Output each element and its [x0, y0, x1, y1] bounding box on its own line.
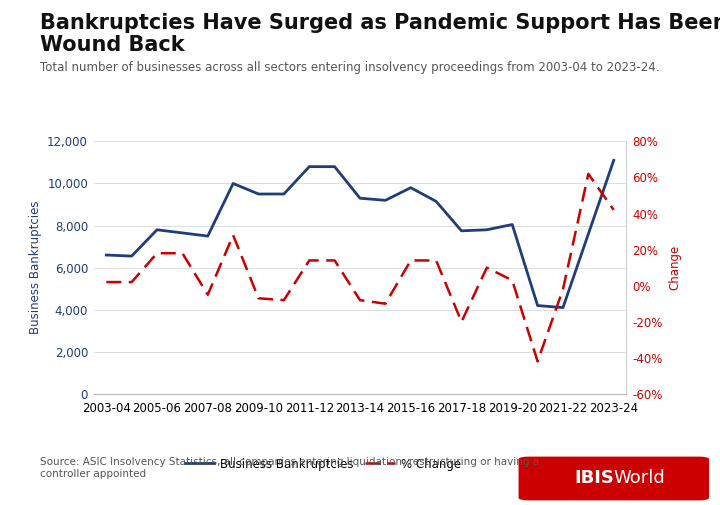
Text: Wound Back: Wound Back [40, 35, 184, 56]
Text: Total number of businesses across all sectors entering insolvency proceedings fr: Total number of businesses across all se… [40, 61, 659, 74]
Text: Bankruptcies Have Surged as Pandemic Support Has Been: Bankruptcies Have Surged as Pandemic Sup… [40, 13, 720, 33]
Y-axis label: Change: Change [668, 245, 681, 290]
Text: World: World [613, 470, 665, 487]
Text: Source: ASIC Insolvency Statistics, all companies entering liquidation, restruct: Source: ASIC Insolvency Statistics, all … [40, 457, 539, 479]
Legend: Business Bankruptcies, % Change: Business Bankruptcies, % Change [180, 453, 466, 475]
Y-axis label: Business Bankruptcies: Business Bankruptcies [29, 201, 42, 334]
Text: IBIS: IBIS [574, 470, 613, 487]
FancyBboxPatch shape [518, 457, 709, 500]
